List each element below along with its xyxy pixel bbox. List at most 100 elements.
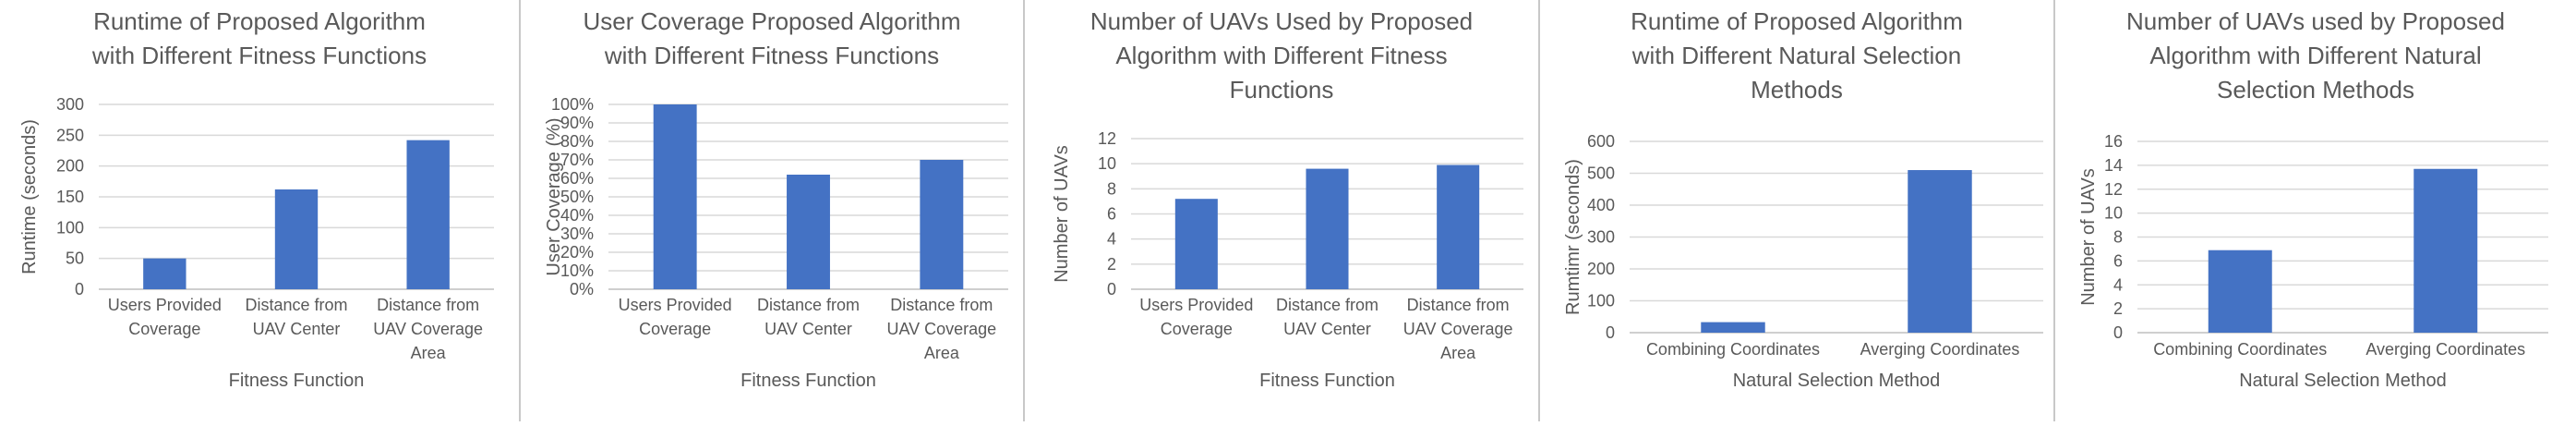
y-axis-title: Runtime (seconds) xyxy=(19,119,40,274)
y-tick-label: 10% xyxy=(560,262,594,280)
x-category-label: Combining Coordinates xyxy=(2153,340,2327,359)
chart-runtime-selection: Runtime of Proposed Algorithm with Differ… xyxy=(1540,0,2053,421)
x-category-label: Coverage xyxy=(128,320,200,338)
y-tick-label: 300 xyxy=(1587,228,1615,247)
bar xyxy=(653,104,697,289)
chart-title: Selection Methods xyxy=(2217,76,2414,103)
y-tick-label: 8 xyxy=(1107,179,1116,198)
y-tick-label: 6 xyxy=(1107,205,1116,224)
x-axis-title: Fitness Function xyxy=(740,371,876,391)
chart-coverage-fitness: User Coverage Proposed Algorithm with Dif… xyxy=(521,0,1023,421)
x-category-label: Distance from xyxy=(1407,296,1510,314)
y-tick-label: 50% xyxy=(560,188,594,206)
x-axis-title: Fitness Function xyxy=(1259,371,1395,391)
panel-divider xyxy=(2053,0,2055,421)
chart-title: Number of UAVs used by Proposed xyxy=(2126,7,2505,35)
x-category-label: Distance from xyxy=(890,296,993,314)
y-tick-label: 0 xyxy=(1107,280,1116,298)
chart-title: Number of UAVs Used by Proposed xyxy=(1090,7,1473,35)
chart-title: User Coverage Proposed Algorithm xyxy=(584,7,961,35)
y-tick-label: 0 xyxy=(75,280,84,298)
chart-uavs-fitness-svg: Number of UAVs Used by Proposed Algorithm… xyxy=(1052,7,1523,391)
chart-title: Runtime of Proposed Algorithm xyxy=(93,7,426,35)
bar xyxy=(2208,250,2272,333)
y-axis-title: Number of UAVs xyxy=(2078,168,2099,306)
y-axis-title: Number of UAVs xyxy=(1052,145,1072,283)
y-axis-title: User Coverage (%) xyxy=(544,117,564,275)
y-tick-label: 90% xyxy=(560,114,594,132)
x-category-label: Area xyxy=(1440,344,1476,362)
x-category-label: Averging Coordinates xyxy=(2365,340,2525,359)
x-category-label: UAV Coverage xyxy=(1403,320,1513,338)
x-category-label: Averging Coordinates xyxy=(1860,340,2020,359)
y-tick-label: 2 xyxy=(1107,255,1116,274)
x-category-label: Coverage xyxy=(639,320,711,338)
y-tick-label: 20% xyxy=(560,243,594,262)
chart-title: Algorithm with Different Natural xyxy=(2149,42,2481,69)
x-category-label: Distance from xyxy=(757,296,860,314)
y-tick-label: 40% xyxy=(560,206,594,225)
y-tick-label: 0 xyxy=(1606,323,1615,342)
y-tick-label: 100 xyxy=(56,218,84,237)
y-tick-label: 100% xyxy=(551,95,594,114)
bar xyxy=(920,160,964,289)
y-tick-label: 6 xyxy=(2113,251,2123,270)
chart-uavs-selection-svg: Number of UAVs used by Proposed Algorithm… xyxy=(2078,7,2548,391)
y-tick-label: 4 xyxy=(2113,275,2123,294)
y-tick-label: 14 xyxy=(2104,156,2123,175)
chart-title: Methods xyxy=(1751,76,1843,103)
chart-uavs-fitness: Number of UAVs Used by Proposed Algorithm… xyxy=(1025,0,1538,421)
y-axis-title: Rumtimr (seconds) xyxy=(1563,159,1583,315)
y-tick-label: 600 xyxy=(1587,132,1615,151)
x-category-label: UAV Center xyxy=(1283,320,1371,338)
x-category-label: Users Provided xyxy=(108,296,222,314)
y-tick-label: 200 xyxy=(56,157,84,176)
y-tick-label: 500 xyxy=(1587,164,1615,183)
y-tick-label: 70% xyxy=(560,151,594,169)
x-axis-title: Natural Selection Method xyxy=(2239,371,2447,391)
chart-uavs-selection: Number of UAVs used by Proposed Algorithm… xyxy=(2055,0,2576,421)
x-axis-title: Natural Selection Method xyxy=(1733,371,1941,391)
y-tick-label: 0% xyxy=(570,280,594,298)
y-tick-label: 250 xyxy=(56,126,84,144)
chart-runtime-fitness: Runtime of Proposed Algorithm with Differ… xyxy=(0,0,519,421)
bar xyxy=(787,175,830,289)
y-tick-label: 80% xyxy=(560,132,594,151)
x-category-label: Coverage xyxy=(1161,320,1233,338)
y-tick-label: 400 xyxy=(1587,196,1615,214)
y-tick-label: 8 xyxy=(2113,228,2123,247)
y-tick-label: 12 xyxy=(2104,180,2123,199)
y-tick-label: 50 xyxy=(66,250,84,268)
y-tick-label: 300 xyxy=(56,95,84,114)
y-tick-label: 2 xyxy=(2113,299,2123,318)
panel-divider xyxy=(1023,0,1025,421)
y-tick-label: 200 xyxy=(1587,260,1615,278)
y-tick-label: 150 xyxy=(56,188,84,206)
bar xyxy=(1908,170,1972,333)
x-category-label: Distance from xyxy=(377,296,479,314)
panel-divider xyxy=(519,0,521,421)
bar xyxy=(1437,164,1480,289)
bar xyxy=(1701,322,1765,333)
x-category-label: Distance from xyxy=(1276,296,1378,314)
chart-title: with Different Natural Selection xyxy=(1631,42,1961,69)
x-category-label: UAV Coverage xyxy=(886,320,996,338)
bar xyxy=(1306,168,1349,289)
bar xyxy=(143,258,187,289)
y-tick-label: 16 xyxy=(2104,132,2123,151)
y-tick-label: 4 xyxy=(1107,230,1116,249)
y-tick-label: 0 xyxy=(2113,323,2123,342)
y-tick-label: 100 xyxy=(1587,292,1615,310)
x-category-label: Users Provided xyxy=(619,296,732,314)
x-category-label: Users Provided xyxy=(1139,296,1253,314)
x-category-label: Area xyxy=(411,344,447,362)
y-tick-label: 12 xyxy=(1098,129,1116,148)
chart-title: Algorithm with Different Fitness xyxy=(1115,42,1447,69)
chart-title: Runtime of Proposed Algorithm xyxy=(1631,7,1963,35)
y-tick-label: 10 xyxy=(1098,154,1116,173)
chart-runtime-selection-svg: Runtime of Proposed Algorithm with Differ… xyxy=(1563,7,2043,391)
bar xyxy=(406,140,450,289)
x-category-label: Combining Coordinates xyxy=(1646,340,1820,359)
y-tick-label: 60% xyxy=(560,169,594,188)
chart-runtime-fitness-svg: Runtime of Proposed Algorithm with Differ… xyxy=(19,7,494,391)
